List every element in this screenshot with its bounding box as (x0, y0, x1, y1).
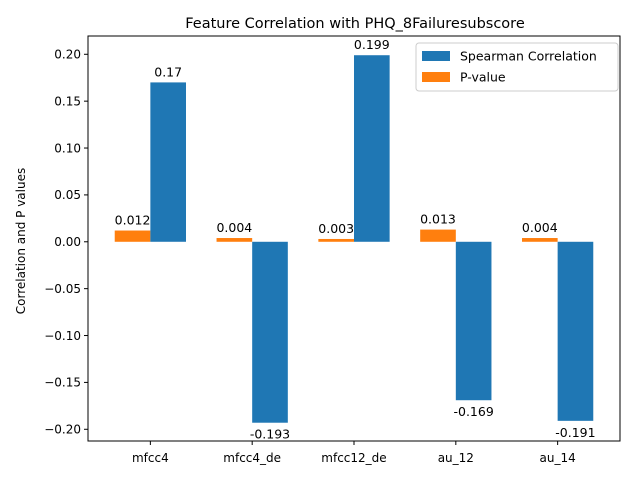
bar-value-label: 0.003 (318, 221, 354, 236)
y-tick-label: 0.20 (54, 48, 81, 62)
y-tick-label: 0.10 (54, 141, 81, 155)
y-tick-label: −0.15 (44, 376, 81, 390)
bar-value-label: 0.013 (420, 212, 456, 227)
x-tick-label: au_14 (540, 451, 576, 465)
p-value-bar (522, 238, 558, 242)
p-value-bar (318, 238, 354, 242)
y-tick-label: 0.00 (54, 235, 81, 249)
y-tick-label: 0.15 (54, 94, 81, 108)
bar-value-label: -0.191 (555, 425, 595, 440)
spearman-bar (455, 241, 492, 401)
x-axis: mfcc4 mfcc4_de mfcc12_de au_12 au_14 (132, 441, 576, 465)
x-tick-label: au_12 (438, 451, 474, 465)
x-tick-label: mfcc4 (132, 451, 169, 465)
bar-value-label: 0.012 (115, 213, 151, 228)
p-value-bar (216, 238, 253, 242)
y-tick-label: −0.10 (44, 329, 81, 343)
legend-box (415, 42, 619, 92)
y-tick-label: −0.20 (44, 423, 81, 437)
spearman-bar (557, 241, 594, 421)
bar-value-label: 0.17 (154, 64, 182, 79)
legend-swatch (422, 51, 450, 61)
p-value-bar (114, 230, 151, 242)
legend-swatch (422, 72, 450, 82)
bar-labels: 0.012 0.17 0.004 -0.193 0.003 0.199 0.013 -0.16… (115, 37, 596, 442)
y-tick-label: −0.05 (44, 282, 81, 296)
legend: Spearman Correlation P-value (415, 42, 619, 92)
bar-value-label: 0.199 (354, 37, 390, 52)
y-axis: −0.20 −0.15 −0.10 −0.05 0.00 0.05 0.10 0.15 0.20 (44, 48, 88, 437)
bar-value-label: -0.193 (250, 427, 290, 442)
plot-frame (87, 35, 621, 442)
spearman-bar (252, 241, 288, 423)
y-axis-label: Correlation and P values (14, 168, 28, 314)
bars (114, 55, 594, 423)
bar-value-label: 0.004 (522, 220, 558, 235)
p-value-bar (420, 229, 456, 242)
spearman-bar (354, 55, 390, 242)
bar-value-label: 0.004 (216, 220, 252, 235)
y-tick-label: 0.05 (54, 188, 81, 202)
chart-title: Feature Correlation with PHQ_8Failuresub… (185, 16, 525, 32)
x-tick-label: mfcc4_de (223, 451, 281, 465)
spearman-bar (150, 82, 186, 242)
legend-label: P-value (460, 70, 506, 85)
bar-value-label: -0.169 (453, 404, 493, 419)
legend-label: Spearman Correlation (460, 49, 597, 64)
x-tick-label: mfcc12_de (321, 451, 386, 465)
